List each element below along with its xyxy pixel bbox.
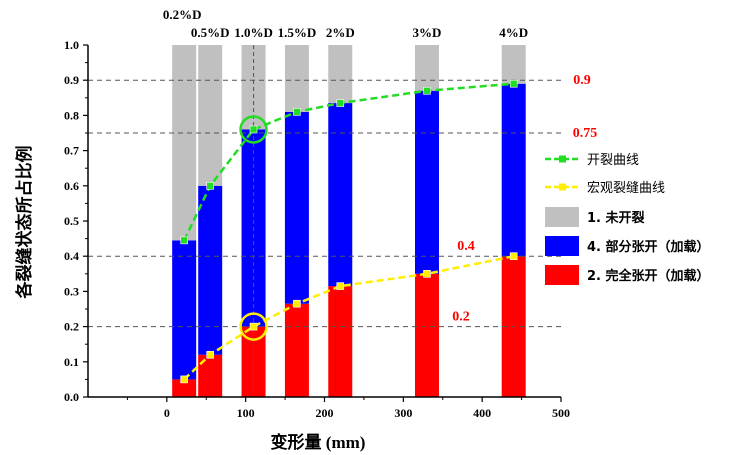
curve-1-point-3 bbox=[293, 299, 301, 308]
y-axis-title: 各裂缝状态所占比例 bbox=[14, 146, 34, 300]
y-tick-label-5: 0.5 bbox=[64, 214, 79, 228]
y-tick-label-3: 0.3 bbox=[64, 284, 79, 298]
labels-layer: 0.2%D 0.5%D 1.0%D 1.5%D 2%D 3%D 4%D 0.9 0.75 0.4 0… bbox=[163, 7, 597, 325]
highlight-circle-0 bbox=[239, 115, 268, 144]
category-label-1: 0.5%D bbox=[191, 25, 230, 40]
category-label-2: 1.0%D bbox=[234, 25, 273, 40]
y-tick-label-10: 1.0 bbox=[64, 38, 79, 52]
curve-1-point-4 bbox=[336, 282, 345, 290]
reference-label-0: 0.9 bbox=[573, 73, 591, 88]
curve-0-point-0 bbox=[180, 236, 188, 245]
reference-label-3: 0.2 bbox=[452, 310, 470, 325]
x-tick-label-3: 300 bbox=[394, 406, 412, 420]
bar-segment-3-2 bbox=[284, 45, 309, 112]
x-tick-label-0: 0 bbox=[164, 406, 170, 420]
x-tick-label-1: 100 bbox=[237, 406, 255, 420]
legend-swatch-2 bbox=[545, 207, 579, 227]
curve-0-point-1 bbox=[206, 182, 214, 190]
reference-label-1: 0.75 bbox=[573, 126, 598, 141]
bar-segment-5-2 bbox=[414, 45, 439, 91]
legend-marker-0 bbox=[559, 155, 566, 163]
bar-stack-1 bbox=[198, 45, 223, 397]
bar-stack-4 bbox=[328, 45, 353, 397]
curve-1-point-0 bbox=[180, 375, 188, 384]
y-tick-label-6: 0.6 bbox=[64, 179, 79, 193]
bars-layer bbox=[172, 45, 526, 397]
bar-segment-0-1 bbox=[172, 240, 197, 380]
bar-segment-6-2 bbox=[501, 45, 526, 84]
y-tick-label-8: 0.8 bbox=[64, 108, 79, 122]
y-tick-label-4: 0.4 bbox=[64, 249, 79, 263]
y-tick-label-7: 0.7 bbox=[64, 144, 79, 158]
bar-segment-3-0 bbox=[284, 303, 309, 397]
bar-segment-4-0 bbox=[328, 286, 353, 397]
legend-label-0: 开裂曲线 bbox=[587, 153, 639, 168]
axes-layer: 0.0 0.1 0.2 0.3 0.4 0.5 0.6 0.7 0.8 0.9 1.0 0 100 200… bbox=[64, 38, 570, 420]
bar-stack-3 bbox=[284, 45, 309, 397]
category-label-6: 4%D bbox=[499, 25, 528, 40]
curve-0-point-3 bbox=[293, 108, 301, 116]
legend-label-series-0: 2. 完全张开（加载） bbox=[587, 268, 710, 284]
bar-segment-3-1 bbox=[284, 111, 309, 304]
bar-segment-4-2 bbox=[328, 45, 353, 104]
x-axis-title: 变形量 (mm) bbox=[271, 432, 366, 452]
bar-stack-6 bbox=[501, 45, 526, 397]
curve-0-point-4 bbox=[336, 99, 345, 107]
x-tick-label-5: 500 bbox=[552, 406, 570, 420]
legend-label-series-1: 4. 部分张开（加载） bbox=[587, 239, 710, 255]
bar-segment-5-0 bbox=[414, 273, 439, 397]
legend-label-1: 宏观裂缝曲线 bbox=[587, 181, 665, 196]
bar-stack-5 bbox=[414, 45, 439, 397]
bar-segment-5-1 bbox=[414, 90, 439, 274]
x-tick-label-2: 200 bbox=[316, 406, 334, 420]
bar-segment-0-0 bbox=[172, 379, 197, 397]
y-tick-label-2: 0.2 bbox=[64, 320, 79, 334]
curve-0-point-6 bbox=[509, 79, 518, 88]
bar-segment-0-2 bbox=[172, 45, 197, 241]
reference-lines-layer bbox=[88, 45, 561, 397]
y-tick-label-1: 0.1 bbox=[64, 355, 79, 369]
curve-0-point-5 bbox=[423, 86, 431, 95]
x-tick-label-4: 400 bbox=[473, 406, 491, 420]
highlight-circle-1 bbox=[239, 312, 268, 341]
bar-segment-4-1 bbox=[328, 103, 353, 287]
y-tick-label-9: 0.9 bbox=[64, 73, 79, 87]
y-tick-label-0: 0.0 bbox=[64, 390, 79, 404]
category-label-0: 0.2%D bbox=[163, 7, 202, 22]
legend-marker-1 bbox=[559, 183, 566, 191]
legend-swatch-1 bbox=[545, 236, 579, 256]
category-label-4: 2%D bbox=[326, 25, 355, 40]
legend-swatch-0 bbox=[545, 265, 579, 285]
bar-stack-0 bbox=[172, 45, 197, 397]
curve-1-point-6 bbox=[509, 252, 518, 260]
curve-1-point-2 bbox=[249, 322, 258, 331]
reference-label-2: 0.4 bbox=[457, 239, 475, 254]
curve-1-point-5 bbox=[423, 269, 431, 278]
curves-layer bbox=[180, 79, 518, 384]
category-label-3: 1.5%D bbox=[278, 25, 317, 40]
bar-segment-1-2 bbox=[198, 45, 223, 186]
bar-segment-6-1 bbox=[501, 83, 526, 257]
legend-label-series-2: 1. 未开裂 bbox=[587, 210, 646, 226]
curve-1-point-1 bbox=[206, 350, 214, 359]
curve-0-point-2 bbox=[249, 125, 258, 134]
bar-segment-1-1 bbox=[198, 185, 223, 355]
category-label-5: 3%D bbox=[413, 25, 442, 40]
